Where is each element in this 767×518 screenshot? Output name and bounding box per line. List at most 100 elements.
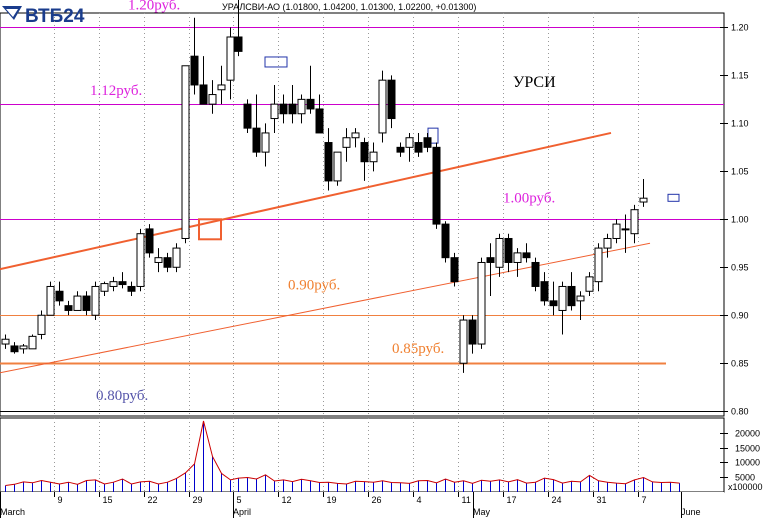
- level-label: 1.00руб.: [503, 190, 555, 206]
- x-month-label: May: [473, 507, 491, 517]
- volume-tick-label: 10000: [735, 458, 760, 468]
- candle-down: [127, 285, 136, 292]
- candle-up: [154, 257, 163, 263]
- candle-up: [73, 295, 82, 311]
- x-tick-label: 19: [327, 495, 337, 505]
- candle-up: [226, 36, 235, 81]
- x-tick-label: 29: [193, 495, 203, 505]
- candle-down: [199, 84, 208, 105]
- marker-box: [264, 56, 288, 68]
- x-month-label: June: [681, 507, 701, 517]
- level-label: 1.20руб.: [128, 0, 180, 13]
- volume-tick-label: 15000: [735, 444, 760, 454]
- candle-up: [558, 285, 567, 311]
- x-tick-label: 17: [507, 495, 517, 505]
- level-label: 0.80руб.: [96, 388, 148, 404]
- x-tick-label: 5: [237, 495, 242, 505]
- candle-down: [522, 252, 531, 259]
- y-tick-label: 1.05: [731, 167, 749, 177]
- x-tick-label: 11: [462, 495, 471, 505]
- candle-down: [360, 142, 369, 163]
- candle-up: [172, 247, 181, 268]
- candle-up: [477, 261, 486, 345]
- y-tick-label: 1.20: [731, 23, 749, 33]
- x-tick-label: 9: [58, 495, 63, 505]
- candle-up: [495, 237, 504, 268]
- candle-down: [486, 257, 495, 263]
- x-tick-label: 31: [597, 495, 607, 505]
- candle-up: [351, 132, 360, 139]
- upper-trend-line: [0, 131, 612, 271]
- candle-up: [91, 285, 100, 316]
- candle-down: [468, 319, 477, 345]
- volume-panel-frame: [0, 417, 725, 493]
- candle-up: [630, 209, 639, 235]
- candle-up: [208, 94, 217, 105]
- price-panel-frame: [0, 12, 725, 417]
- candle-up: [405, 137, 414, 148]
- candle-up: [217, 84, 226, 91]
- y-tick-label: 0.80: [731, 407, 749, 417]
- y-tick-label: 0.85: [731, 359, 749, 369]
- candle-up: [603, 237, 612, 249]
- x-tick-label: 12: [282, 495, 292, 505]
- volume-line: [5, 420, 680, 486]
- candle-up: [270, 103, 279, 120]
- candle-up: [639, 197, 648, 203]
- ticker-header: УРАЛСВИ-АО (1.01800, 1.04200, 1.01300, 1…: [222, 2, 476, 12]
- volume-tick-label: 20000: [735, 429, 760, 439]
- candle-down: [540, 281, 549, 302]
- volume-tick-label: 5000: [735, 473, 755, 483]
- y-tick-label: 0.95: [731, 263, 749, 273]
- y-tick-label: 0.90: [731, 311, 749, 321]
- candle-down: [396, 146, 405, 153]
- x-tick-label: 15: [103, 495, 113, 505]
- candle-up: [459, 319, 468, 364]
- level-label: 1.12руб.: [90, 83, 142, 99]
- candle-up: [46, 285, 55, 316]
- candle-up: [594, 247, 603, 283]
- candle-down: [387, 79, 396, 120]
- candle-up: [342, 137, 351, 148]
- vtb24-logo: ВТБ24: [2, 6, 85, 27]
- candle-up: [612, 223, 621, 239]
- candle-up: [181, 65, 190, 239]
- candle-up: [585, 276, 594, 292]
- y-tick-label: 1.00: [731, 215, 749, 225]
- candle-down: [163, 257, 172, 268]
- candle-up: [297, 98, 306, 115]
- candle-up: [37, 314, 46, 335]
- candle-down: [55, 290, 64, 302]
- candle-down: [288, 103, 297, 115]
- candle-down: [504, 237, 513, 263]
- level-label: 0.85руб.: [392, 341, 444, 357]
- candle-down: [549, 300, 558, 307]
- x-tick-label: 22: [148, 495, 158, 505]
- marker-box: [667, 193, 680, 202]
- candle-down: [64, 305, 73, 311]
- candle-up: [100, 283, 109, 292]
- candle-up: [621, 228, 630, 231]
- candle-down: [315, 108, 324, 134]
- breakout-marker-box: [198, 218, 222, 241]
- candle-up: [19, 345, 28, 350]
- volume-multiplier-label: x100000: [728, 482, 763, 492]
- candle-up: [109, 281, 118, 287]
- candle-down: [450, 257, 459, 283]
- candle-up: [333, 151, 342, 182]
- candle-up: [136, 233, 145, 287]
- y-tick-label: 1.10: [731, 119, 749, 129]
- level-label: 0.90руб.: [288, 277, 340, 293]
- candle-down: [118, 281, 127, 286]
- candle-down: [567, 285, 576, 307]
- candle-down: [10, 345, 19, 353]
- logo-text: ВТБ24: [25, 6, 85, 27]
- x-tick-label: 26: [372, 495, 382, 505]
- lower-trend-line: [0, 242, 651, 374]
- candle-down: [306, 98, 315, 110]
- candle-up: [261, 132, 270, 153]
- candle-down: [190, 55, 199, 86]
- candle-down: [432, 146, 441, 225]
- candle-down: [441, 223, 450, 259]
